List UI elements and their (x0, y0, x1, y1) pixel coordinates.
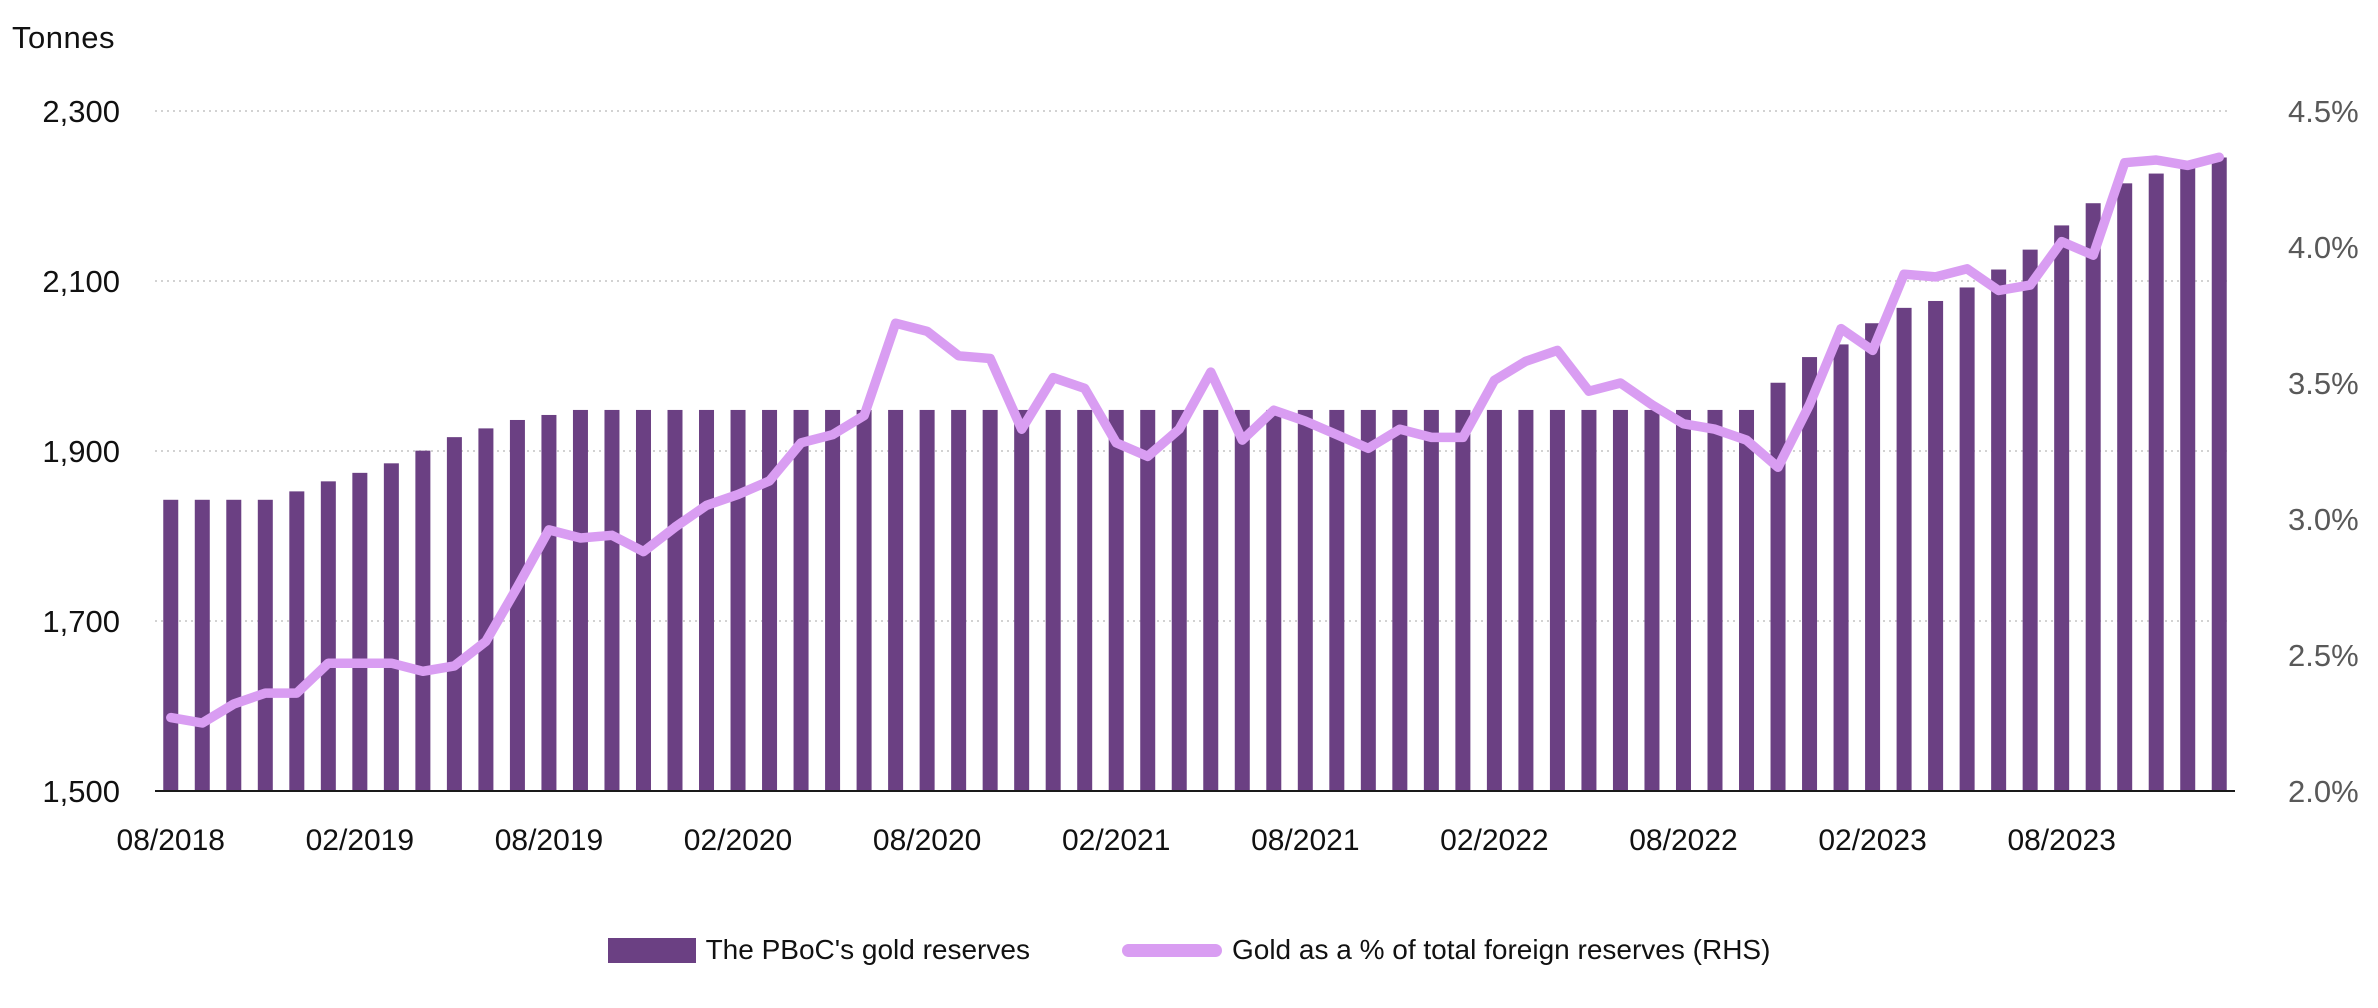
bar (1644, 409, 1660, 791)
bar (446, 437, 462, 791)
bar (1739, 409, 1755, 791)
right-axis-tick: 2.0% (2288, 774, 2359, 809)
bar-series-swatch-icon (607, 937, 696, 963)
bar (1675, 409, 1691, 791)
x-axis-tick: 08/2022 (1629, 824, 1737, 857)
x-axis-tick: 08/2020 (873, 824, 981, 857)
x-axis-tick: 02/2019 (306, 824, 414, 857)
bar (1707, 409, 1723, 791)
line-series (166, 152, 2224, 728)
bar (635, 409, 651, 791)
bar (194, 499, 210, 791)
bar (1329, 409, 1345, 791)
bar (572, 409, 588, 791)
bar (825, 409, 841, 791)
bar (1518, 409, 1534, 791)
bar (667, 409, 683, 791)
bar (1959, 287, 1975, 791)
bar (1045, 409, 1061, 791)
bar (1991, 269, 2007, 791)
bar (1833, 344, 1849, 791)
line-series-swatch-icon (1121, 943, 1222, 957)
bar (1423, 409, 1439, 791)
bar (1234, 409, 1250, 791)
x-axis-tick: 02/2023 (1818, 824, 1926, 857)
bar (478, 428, 494, 791)
bar (982, 409, 998, 791)
bar (1140, 409, 1156, 791)
bar (1203, 409, 1219, 791)
right-axis-tick: 4.5% (2288, 94, 2359, 129)
bar (856, 409, 872, 791)
left-axis-tick: 1,500 (42, 774, 120, 809)
bar (604, 409, 620, 791)
bar (1297, 409, 1313, 791)
right-axis-tick: 3.5% (2288, 366, 2359, 401)
bar (699, 409, 715, 791)
legend-item-gold-percentage: Gold as a % of total foreign reserves (R… (1121, 934, 1771, 966)
x-axis-tick: 08/2019 (495, 824, 603, 857)
bar (509, 419, 525, 791)
bar (1896, 307, 1912, 791)
bar (1455, 409, 1471, 791)
bar (1014, 409, 1030, 791)
left-axis-tick: 1,700 (42, 604, 120, 639)
bar (951, 409, 967, 791)
bar (2085, 203, 2101, 792)
bar (793, 409, 809, 791)
left-axis-tick: 2,100 (42, 264, 120, 299)
right-axis-tick: 4.0% (2288, 230, 2359, 265)
bar (1077, 409, 1093, 791)
bar (352, 472, 368, 791)
x-axis-tick: 02/2022 (1440, 824, 1548, 857)
bar (1108, 409, 1124, 791)
bar (1549, 409, 1565, 791)
bar (163, 499, 179, 791)
right-axis-tick: 3.0% (2288, 502, 2359, 537)
bar (320, 481, 336, 791)
bar (919, 409, 935, 791)
bar (2022, 249, 2038, 791)
legend-label: The PBoC's gold reserves (705, 934, 1030, 965)
bar (2117, 183, 2133, 791)
bar (2211, 157, 2227, 791)
bar (541, 414, 557, 791)
bar (1581, 409, 1597, 791)
bar (2148, 173, 2164, 791)
x-axis-tick: 08/2023 (2007, 824, 2115, 857)
bar (1171, 409, 1187, 791)
left-axis-title: Tonnes (12, 20, 115, 55)
left-axis-tick: 1,900 (42, 434, 120, 469)
bar (415, 450, 431, 791)
bar (1360, 409, 1376, 791)
bar (1266, 409, 1282, 791)
bar (1928, 300, 1944, 791)
bar (762, 409, 778, 791)
x-axis-tick: 02/2020 (684, 824, 792, 857)
bar (2180, 165, 2196, 791)
bar (888, 409, 904, 791)
x-axis-tick: 08/2021 (1251, 824, 1359, 857)
bar (1802, 357, 1818, 791)
bar (2054, 225, 2070, 791)
x-axis-tick: 02/2021 (1062, 824, 1170, 857)
bar (1770, 382, 1786, 791)
right-axis-tick: 2.5% (2288, 638, 2359, 673)
bar (1392, 409, 1408, 791)
bar (730, 409, 746, 791)
bar (226, 499, 242, 791)
left-axis-tick: 2,300 (42, 94, 120, 129)
x-axis-tick: 08/2018 (117, 824, 225, 857)
bar (289, 491, 305, 791)
legend-label: Gold as a % of total foreign reserves (R… (1231, 934, 1771, 965)
bar (1865, 323, 1881, 791)
legend-item-gold-reserves: The PBoC's gold reserves (607, 934, 1030, 966)
chart-legend: The PBoC's gold reserves Gold as a % of … (0, 934, 2378, 966)
bar (1486, 409, 1502, 791)
bar (1612, 409, 1628, 791)
bar (383, 463, 399, 791)
bar (257, 499, 273, 791)
